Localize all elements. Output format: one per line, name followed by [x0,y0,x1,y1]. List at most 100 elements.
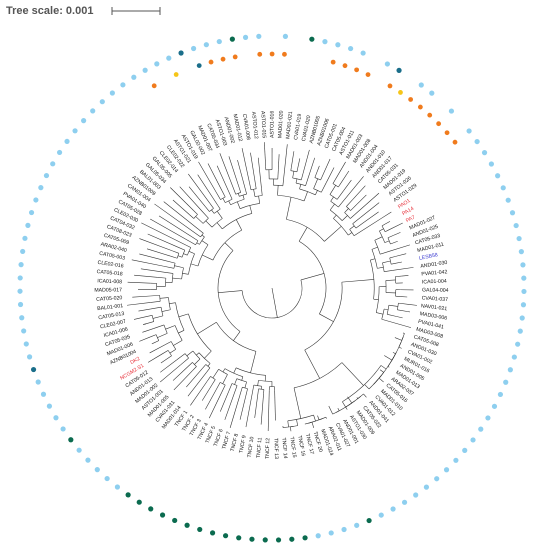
branch [388,304,398,307]
branch [333,214,337,219]
branch-arc [352,223,357,229]
leaf-label: AND01-030 [420,260,448,270]
leaf-label: CVA01-037 [421,295,448,303]
branch-arc [199,236,205,245]
branch-arc [375,286,380,313]
branch [202,254,214,261]
branch-arc [342,365,382,402]
scale-bar [111,7,161,15]
branch [233,385,238,394]
outer-marker [282,33,289,39]
branch-arc [198,352,211,364]
branch [229,395,240,428]
branch [206,367,211,373]
outer-marker [50,161,56,167]
outer-marker [136,499,142,505]
branch [180,248,185,251]
branch [219,391,229,412]
outer-marker [40,391,47,397]
branch [195,233,201,238]
outer-marker [378,512,384,518]
leaf-label: MAD03-006 [419,311,447,322]
leaf-label: MAD01-012 [232,114,244,142]
branch [173,370,193,391]
outer-marker [322,39,328,45]
branch-arc [173,263,176,269]
branch [306,157,316,182]
branch [374,236,383,241]
branch-arc [151,315,155,322]
branch [191,236,199,242]
branch [150,295,160,297]
branch [172,199,190,215]
outer-marker [229,36,235,42]
branch [385,320,412,328]
branch [150,218,190,242]
branch [341,176,364,204]
branch [157,333,168,338]
branch [139,253,165,261]
branch [257,157,262,189]
outer-marker [309,36,315,42]
outer-marker [203,42,209,48]
leaf-label: TNCF 10 [247,436,256,458]
branch [163,265,174,269]
outer-marker [354,522,360,528]
branch [196,352,200,356]
outer-marker [366,517,372,524]
branch [317,415,320,420]
branch [341,279,374,283]
branch [192,209,198,215]
outer-marker [104,475,110,482]
branch [336,190,344,200]
leaf-label: ASTO1-016 [269,111,275,138]
branch-arc [379,230,386,243]
branch [224,242,234,251]
branch [384,270,393,272]
outer-marker [99,99,105,105]
branch [303,191,308,202]
branch [170,187,194,211]
outer-marker [513,222,519,229]
branch-arc [386,305,390,315]
tree-scale-label: Tree scale: 0.001 [6,5,93,17]
branch [283,144,288,180]
outer-marker [462,447,468,453]
branch [277,154,280,170]
branch [211,379,216,385]
branch [324,226,342,242]
branch [320,173,324,181]
leaf-label: BAL01-001 [97,303,124,312]
branch-arc [389,257,392,265]
leaf-label: TNCF 6 [213,428,225,447]
leaf-label: TNCF 8 [230,433,240,452]
outer-marker [18,262,24,268]
outer-marker [497,391,504,398]
outer-marker [17,301,24,308]
outer-marker [485,415,491,421]
inner-marker [232,54,238,60]
leaf-label: CLE02-016 [97,260,124,270]
branch [381,223,386,227]
branch [186,350,194,357]
outer-marker [500,185,506,191]
branch-arc [287,414,314,422]
inner-marker [342,63,348,69]
branch [142,328,154,333]
leaf-label: MAD01-020 [277,110,284,138]
branch [201,240,209,246]
branch [267,390,270,431]
leaf-label: CVA01-020 [301,115,312,142]
branch [394,337,402,341]
branch [348,232,353,236]
branch [290,426,292,432]
branch [202,364,207,369]
branch [260,393,264,425]
outer-marker [517,328,523,334]
outer-marker [521,275,527,281]
outer-marker [262,537,268,543]
branch [325,417,327,419]
branch-arc [200,233,204,238]
branch [172,277,182,280]
outer-marker [53,415,59,421]
